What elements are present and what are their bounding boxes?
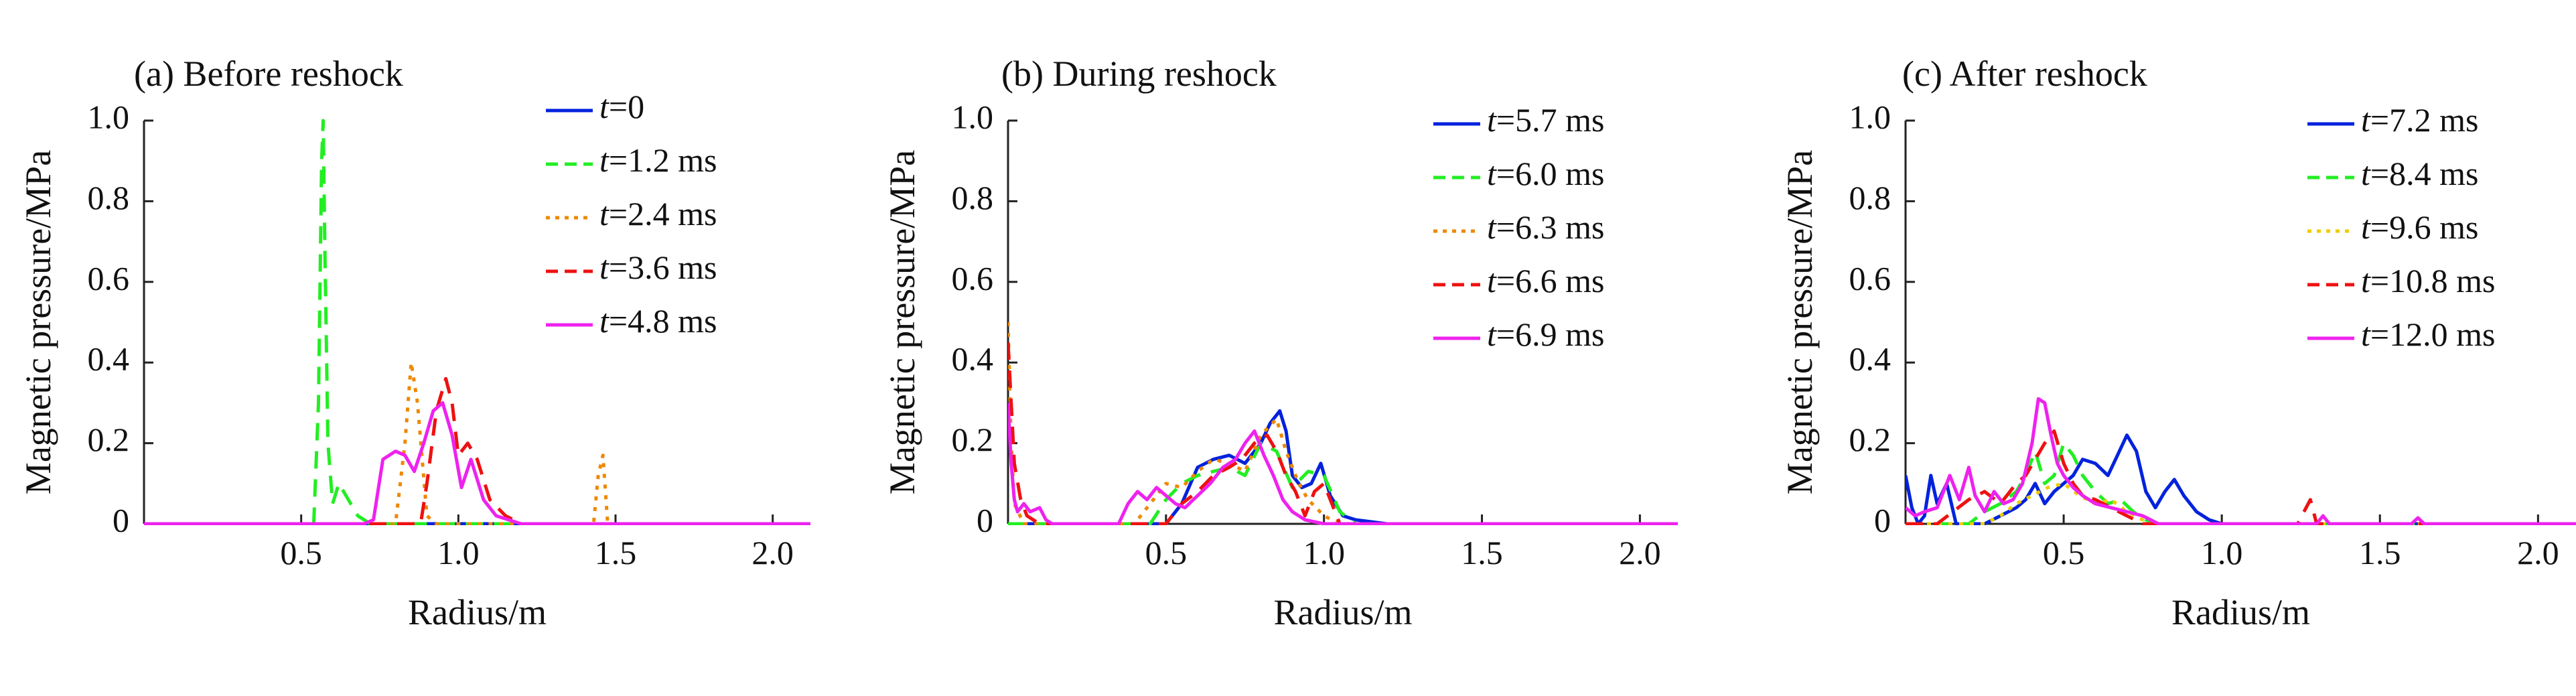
x-tick-label: 1.5 [595, 534, 637, 571]
y-tick-label: 0.4 [1849, 340, 1891, 378]
legend-label: t=0 [599, 88, 644, 125]
legend-label: t=3.6 ms [599, 249, 717, 286]
y-axis-label: Magnetic pressure/MPa [1780, 150, 1820, 494]
series-line-3 [144, 360, 810, 525]
y-axis-label: Magnetic pressure/MPa [882, 150, 922, 494]
x-axis-label: Radius/m [1273, 592, 1412, 632]
x-tick-label: 1.5 [2359, 534, 2401, 571]
x-tick-label: 1.0 [2201, 534, 2243, 571]
series-line-4 [1906, 429, 2576, 525]
chart-panel-1: (a) Before reshock 0 0.2 0.4 0.6 0.8 1.0 0.5 1.0… [18, 54, 810, 632]
chart-panel-3: (c) After reshock 0 0.2 0.4 0.6 0.8 1.0 0.5 1.0 1… [1780, 54, 2576, 632]
y-tick-label: 0 [977, 501, 993, 539]
legend-label: t=8.4 ms [2361, 155, 2478, 192]
legend: t=0 t=1.2 ms t=2.4 ms t=3.6 ms t=4.8 ms [546, 88, 717, 340]
legend-label: t=9.6 ms [2361, 208, 2478, 246]
x-axis-label: Radius/m [2171, 592, 2310, 632]
y-axis-label: Magnetic pressure/MPa [18, 150, 58, 494]
legend-label: t=1.2 ms [599, 141, 717, 179]
legend-label: t=4.8 ms [599, 302, 717, 340]
x-tick-label: 0.5 [280, 534, 322, 571]
x-tick-label: 1.0 [437, 534, 480, 571]
x-tick-label: 2.0 [1619, 534, 1661, 571]
y-tick-label: 1.0 [952, 98, 994, 135]
legend-label: t=6.9 ms [1487, 316, 1604, 353]
y-tick-label: 0.6 [952, 259, 994, 297]
panel-title: (a) Before reshock [134, 54, 403, 94]
y-tick-label: 1.0 [1849, 98, 1891, 135]
y-tick-label: 0.6 [1849, 259, 1891, 297]
y-tick-label: 0 [1874, 501, 1891, 539]
legend-label: t=7.2 ms [2361, 101, 2478, 139]
x-tick-label: 2.0 [752, 534, 794, 571]
series-line-5 [144, 401, 810, 525]
series-line-3 [1906, 482, 2576, 525]
legend-label: t=6.0 ms [1487, 155, 1604, 192]
y-tick-label: 0.2 [88, 421, 130, 458]
x-tick-label: 1.0 [1303, 534, 1345, 571]
x-axis-label: Radius/m [408, 592, 547, 632]
series-line-3 [1008, 322, 1678, 525]
series-line-4 [1008, 342, 1678, 525]
y-tick-label: 0.8 [88, 179, 130, 216]
legend-label: t=10.8 ms [2361, 262, 2495, 299]
series-line-2 [144, 119, 810, 525]
legend-label: t=6.3 ms [1487, 208, 1604, 246]
x-tick-label: 2.0 [2517, 534, 2559, 571]
y-tick-label: 0.2 [1849, 421, 1891, 458]
x-tick-label: 0.5 [1145, 534, 1188, 571]
y-tick-label: 0.8 [1849, 179, 1891, 216]
x-tick-label: 0.5 [2043, 534, 2085, 571]
x-tick-label: 1.5 [1461, 534, 1503, 571]
legend: t=5.7 ms t=6.0 ms t=6.3 ms t=6.6 ms t=6.9 ms [1433, 101, 1604, 353]
series-line-5 [1008, 403, 1678, 525]
y-tick-label: 0.6 [88, 259, 130, 297]
y-tick-label: 0.8 [952, 179, 994, 216]
y-tick-label: 0.4 [88, 340, 130, 378]
chart-panel-2: (b) During reshock 0 0.2 0.4 0.6 0.8 1.0 0.5 1.0… [882, 54, 1678, 632]
y-tick-label: 0.4 [952, 340, 994, 378]
series-line-4 [144, 376, 810, 525]
legend-label: t=6.6 ms [1487, 262, 1604, 299]
legend-label: t=5.7 ms [1487, 101, 1604, 139]
legend: t=7.2 ms t=8.4 ms t=9.6 ms t=10.8 ms t=12.0 … [2307, 101, 2495, 353]
legend-label: t=2.4 ms [599, 195, 717, 232]
y-tick-label: 0 [113, 501, 129, 539]
y-tick-label: 0.2 [952, 421, 994, 458]
y-tick-label: 1.0 [88, 98, 130, 135]
panel-title: (b) During reshock [1001, 54, 1277, 94]
series-line-2 [1008, 441, 1678, 525]
series-line-5 [1906, 397, 2576, 525]
panel-title: (c) After reshock [1902, 54, 2147, 94]
legend-label: t=12.0 ms [2361, 316, 2495, 353]
